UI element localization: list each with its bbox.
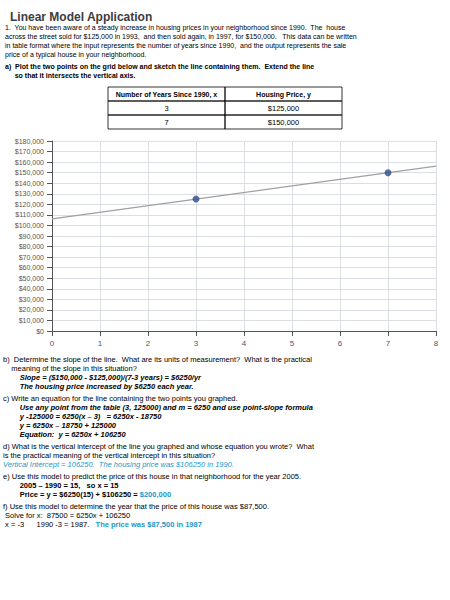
svg-text:$110,000: $110,000 (15, 211, 44, 218)
svg-text:y = 6250x – 18750 + 125000: y = 6250x – 18750 + 125000 (3, 421, 117, 430)
svg-text:2005 – 1990 = 15, so x = 15: 2005 – 1990 = 15, so x = 15 (3, 481, 119, 490)
svg-text:3: 3 (164, 104, 168, 113)
svg-text:1. You have been aware of a s: 1. You have been aware of a steady incre… (5, 24, 345, 32)
svg-text:2: 2 (146, 339, 151, 348)
svg-text:8: 8 (434, 339, 439, 348)
svg-text:in table format where the inpu: in table format where the input represen… (5, 42, 346, 50)
svg-text:$10,000: $10,000 (19, 317, 44, 324)
svg-text:f) Use this model to determine: f) Use this model to determine the year … (3, 502, 269, 511)
svg-text:b) Determine the slope of the: b) Determine the slope of the line. What… (3, 355, 312, 364)
svg-text:c) Write an equation for the l: c) Write an equation for the line contai… (3, 394, 238, 403)
svg-text:7: 7 (164, 118, 168, 127)
svg-text:$180,000: $180,000 (15, 138, 44, 145)
svg-text:Slope = ($150,000 - $125,000)/: Slope = ($150,000 - $125,000)/(7-3 years… (3, 373, 202, 382)
svg-text:$120,000: $120,000 (15, 201, 44, 208)
svg-text:5: 5 (290, 339, 295, 348)
svg-text:$80,000: $80,000 (19, 243, 44, 250)
svg-text:price of a typical house in yo: price of a typical house in your neighbo… (5, 51, 146, 59)
svg-text:$40,000: $40,000 (19, 285, 44, 292)
svg-text:$150,000: $150,000 (268, 118, 299, 127)
svg-text:Solve for x: 87500 = 6250x +: Solve for x: 87500 = 6250x + 106250 (3, 511, 130, 520)
svg-text:$130,000: $130,000 (15, 190, 44, 197)
svg-text:$140,000: $140,000 (15, 180, 44, 187)
svg-text:$170,000: $170,000 (15, 148, 44, 155)
svg-text:Linear Model Application: Linear Model Application (10, 10, 152, 24)
svg-text:Number of Years Since 1990, x: Number of Years Since 1990, x (116, 91, 218, 99)
svg-text:0: 0 (50, 339, 55, 348)
svg-text:Housing Price, y: Housing Price, y (256, 91, 311, 99)
svg-text:The housing price increased by: The housing price increased by $6250 eac… (3, 382, 194, 391)
svg-text:Equation: y = 6250x + 106250: Equation: y = 6250x + 106250 (3, 430, 126, 439)
svg-text:$30,000: $30,000 (19, 296, 44, 303)
svg-text:e) Use this model to predict t: e) Use this model to predict the price o… (3, 472, 301, 481)
svg-text:d) What is the vertical interc: d) What is the vertical intercept of the… (3, 442, 315, 451)
svg-text:so that it intersects the vert: so that it intersects the vertical axis. (5, 72, 135, 79)
svg-text:$90,000: $90,000 (19, 233, 44, 240)
svg-text:Vertical Intercept = 106250.: Vertical Intercept = 106250. The housing… (3, 460, 234, 469)
svg-text:$125,000: $125,000 (268, 104, 299, 113)
svg-text:$160,000: $160,000 (15, 159, 44, 166)
svg-text:x = -3 1990 -3 = 1987.: x = -3 1990 -3 = 1987. (3, 520, 96, 529)
svg-text:The price was $87,500 in 1987: The price was $87,500 in 1987 (96, 520, 202, 529)
svg-text:6: 6 (338, 339, 343, 348)
svg-text:y -125000 = 6250(x – 3) = 62: y -125000 = 6250(x – 3) = 6250x - 18750 (3, 412, 162, 421)
svg-text:3: 3 (194, 339, 199, 348)
svg-text:Price = y = $6250(15) + $10625: Price = y = $6250(15) + $106250 = (3, 490, 140, 499)
svg-text:$200,000: $200,000 (140, 490, 171, 499)
svg-text:Use any point from the table (: Use any point from the table (3, 125000)… (3, 403, 313, 412)
svg-text:$50,000: $50,000 (19, 275, 44, 282)
svg-text:$0: $0 (36, 328, 44, 335)
svg-text:$70,000: $70,000 (19, 254, 44, 261)
svg-text:7: 7 (386, 339, 391, 348)
svg-text:$20,000: $20,000 (19, 306, 44, 313)
svg-text:across the street sold for $12: across the street sold for $125,000 in 1… (5, 33, 357, 41)
svg-text:$150,000: $150,000 (15, 169, 44, 176)
svg-text:1: 1 (98, 339, 103, 348)
svg-text:4: 4 (242, 339, 247, 348)
svg-text:$100,000: $100,000 (15, 222, 44, 229)
svg-text:$60,000: $60,000 (19, 264, 44, 271)
svg-text:a) Plot the two points on the: a) Plot the two points on the grid below… (5, 63, 314, 71)
svg-text:is the practical meaning of th: is the practical meaning of the vertical… (3, 451, 215, 460)
svg-text:meaning of the slope in this s: meaning of the slope in this situation? (3, 364, 137, 373)
